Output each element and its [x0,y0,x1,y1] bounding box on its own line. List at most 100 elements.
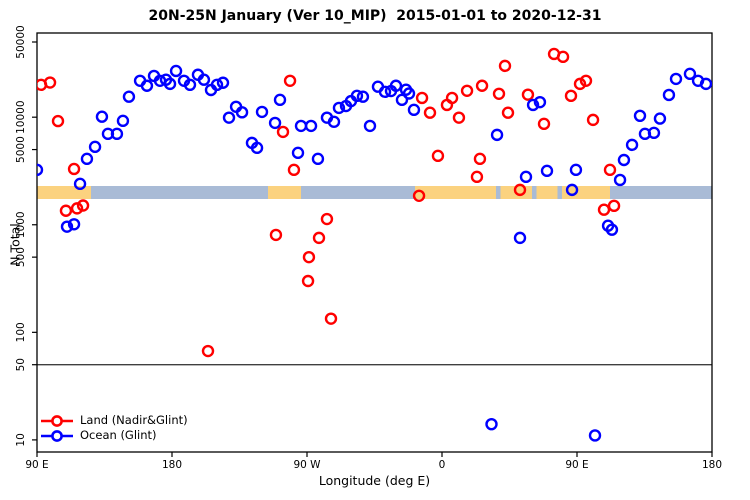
data-point [350,89,364,103]
strip-land-segment [415,186,496,199]
data-point [324,312,338,325]
data-point [402,87,416,100]
data-point [407,103,421,117]
data-point [521,88,535,101]
data-point [669,72,683,86]
data-point [250,141,264,155]
data-point [662,88,676,102]
data-point [59,204,73,217]
data-point [43,76,57,89]
data-point [291,146,305,160]
land-series-points [37,47,621,358]
strip-ocean-segment [557,186,562,199]
y-tick-label: 1000 [15,211,27,238]
data-point [460,84,474,97]
data-point [51,114,65,128]
data-point [490,128,504,142]
data-point [556,50,570,64]
y-tick-label: 100 [15,322,27,342]
data-point [540,164,554,178]
data-point [222,111,236,124]
strip-ocean-segment [496,186,501,199]
data-point [597,203,611,216]
legend-label-land: Land (Nadir&Glint) [80,413,188,427]
x-tick-label: 90 E [25,459,48,471]
data-point [452,111,466,124]
data-point [579,74,593,87]
x-tick-label: 90 E [565,459,588,471]
data-point [647,126,661,140]
y-tick-label: 10 [15,433,27,446]
data-point [470,170,484,184]
data-point [110,127,124,141]
data-point [255,105,269,119]
legend-item-ocean: Ocean (Glint) [40,428,188,443]
data-point [423,106,437,119]
data-point [537,117,551,131]
data-point [607,199,621,213]
data-point [475,79,489,92]
data-point [378,85,392,99]
data-point [235,106,249,119]
x-tick-label: 180 [702,459,722,471]
data-point [564,89,578,103]
land-series-marker-icon [41,414,73,427]
data-point [605,223,619,236]
legend-label-ocean: Ocean (Glint) [80,428,157,442]
data-point [431,149,445,163]
axis-ticks: 90 E 180 90 W 0 90 E 180 10 50 100 500 1000 5000 100… [15,25,722,471]
data-point [116,114,130,128]
data-point [513,231,527,245]
data-point [356,90,370,103]
data-point [565,183,579,197]
data-point [588,429,602,442]
data-point [169,64,183,78]
data-point [633,109,647,123]
data-point [533,95,547,109]
strip-land-segment [536,186,558,199]
legend-item-land: Land (Nadir&Glint) [40,413,188,428]
data-point [67,218,81,231]
data-point [216,76,230,89]
data-point [287,163,301,177]
data-point [268,116,282,130]
strip-land-segment [268,186,301,199]
data-point [312,231,326,245]
y-tick-label: 5000 [15,136,27,163]
data-point [412,189,426,202]
data-point [699,77,712,91]
chart-title: 20N-25N January (Ver 10_MIP) 2015-01-01 … [148,8,602,24]
y-tick-label: 10000 [15,100,27,133]
data-point [625,138,639,152]
data-point [80,152,94,166]
legend: Land (Nadir&Glint) Ocean (Glint) [40,413,188,443]
data-point [301,274,315,288]
data-point [603,163,617,177]
data-point [70,202,84,215]
strip-ocean-segment [301,186,415,199]
data-point [332,101,346,115]
strip-ocean-segment [610,186,712,199]
data-point [485,417,498,431]
data-point [201,344,215,358]
data-point [445,91,459,105]
data-point [586,113,600,127]
data-point [210,78,224,92]
y-axis-label: N Total [7,223,23,266]
x-tick-label: 90 W [293,459,321,471]
data-point [88,140,102,154]
y-tick-label: 50000 [15,25,27,58]
strip-ocean-segment [91,186,268,199]
scatter-points [37,47,712,442]
data-point [569,163,583,177]
data-point [269,228,283,242]
data-point [60,220,74,233]
data-point [415,91,429,105]
data-point [492,87,506,100]
strip-land-segment [604,186,610,199]
data-point [363,119,377,133]
y-tick-label: 500 [15,247,27,267]
data-point [276,125,290,139]
